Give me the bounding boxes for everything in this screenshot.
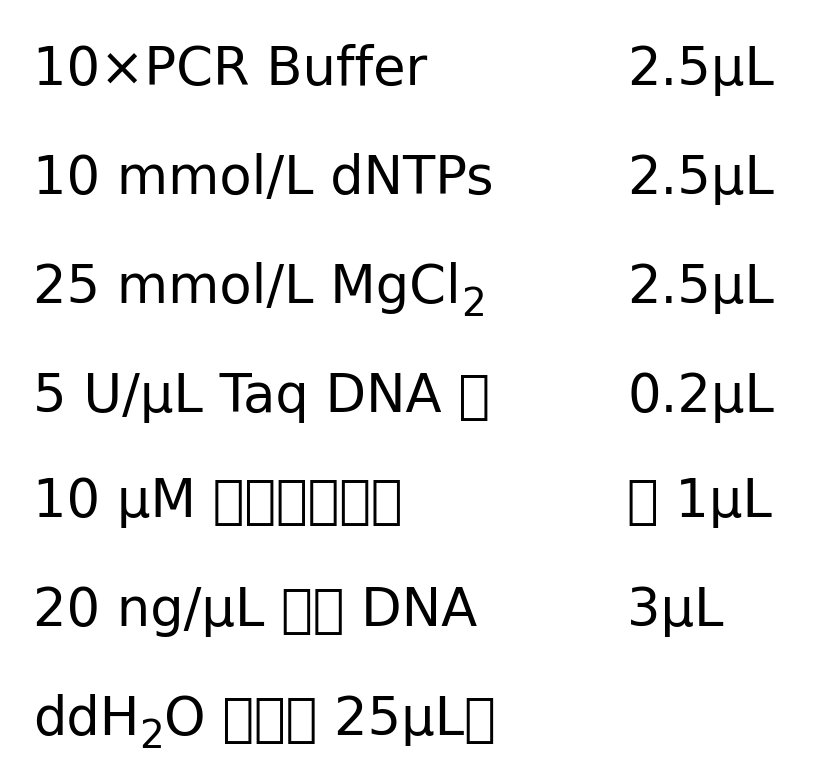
Text: 10 μM 上、下游引物: 10 μM 上、下游引物 xyxy=(33,476,403,527)
Text: 25 mmol/L MgCl: 25 mmol/L MgCl xyxy=(33,262,461,314)
Text: 2: 2 xyxy=(461,286,486,324)
Text: ddH: ddH xyxy=(33,694,140,745)
Text: 2.5μL: 2.5μL xyxy=(627,262,774,314)
Text: 3μL: 3μL xyxy=(627,585,724,636)
Text: 10×PCR Buffer: 10×PCR Buffer xyxy=(33,44,427,96)
Text: 10 mmol/L dNTPs: 10 mmol/L dNTPs xyxy=(33,153,494,205)
Text: O 补足至 25μL；: O 补足至 25μL； xyxy=(165,694,496,745)
Text: 5 U/μL Taq DNA 酶: 5 U/μL Taq DNA 酶 xyxy=(33,371,490,422)
Text: 2.5μL: 2.5μL xyxy=(627,44,774,96)
Text: 20 ng/μL 模板 DNA: 20 ng/μL 模板 DNA xyxy=(33,585,478,636)
Text: 各 1μL: 各 1μL xyxy=(627,476,772,527)
Text: 2: 2 xyxy=(140,718,165,755)
Text: 2.5μL: 2.5μL xyxy=(627,153,774,205)
Text: 0.2μL: 0.2μL xyxy=(627,371,774,422)
